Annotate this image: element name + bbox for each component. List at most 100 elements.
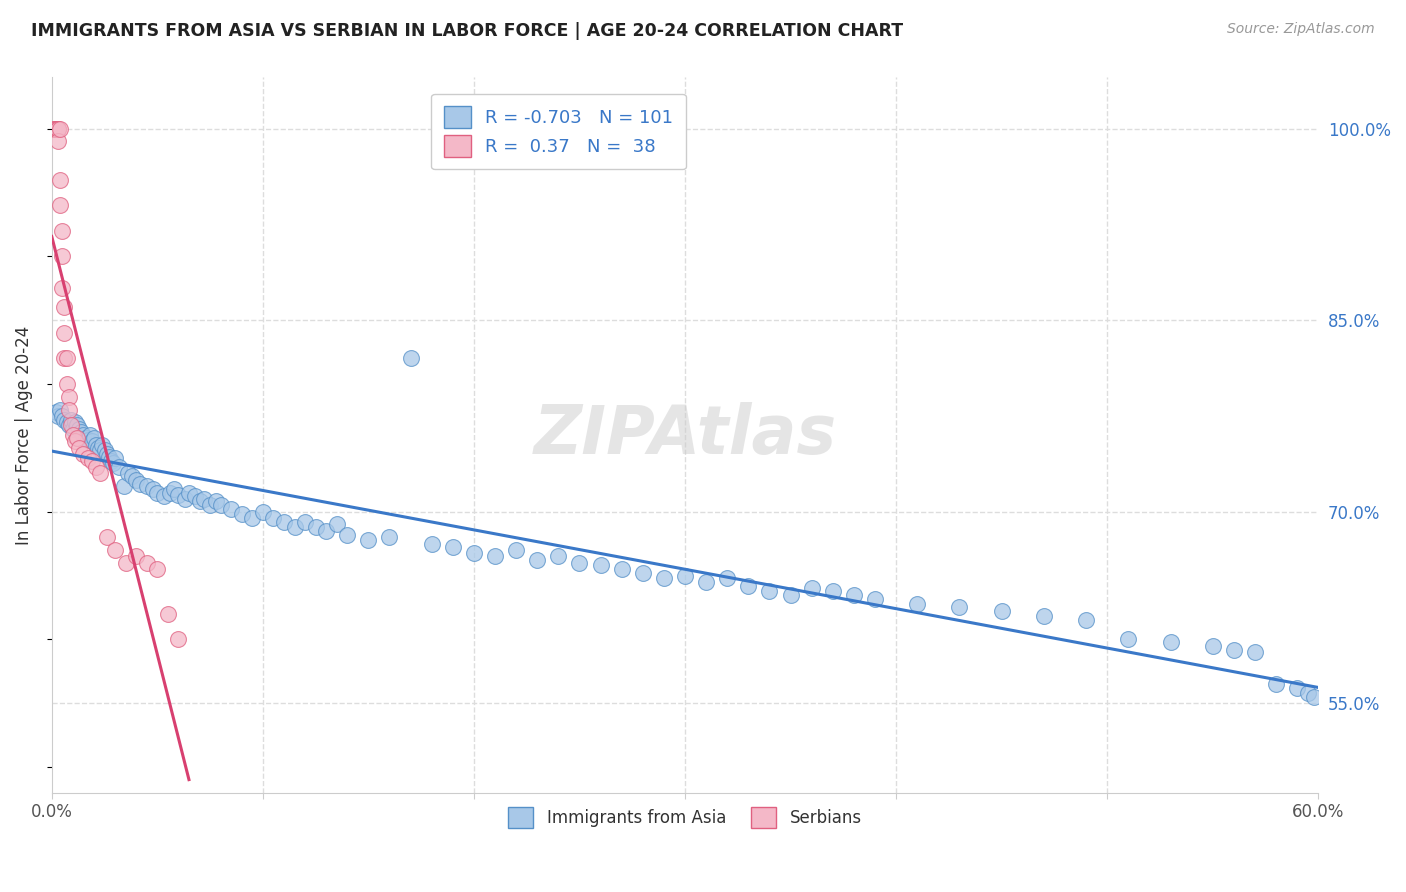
Point bbox=[58, 390, 80, 404]
Point bbox=[399, 351, 422, 366]
Point bbox=[53, 326, 76, 340]
Point bbox=[89, 443, 111, 458]
Point bbox=[53, 413, 76, 427]
Point bbox=[1116, 632, 1139, 647]
Point bbox=[357, 533, 380, 547]
Point bbox=[1303, 690, 1326, 704]
Point bbox=[108, 460, 131, 475]
Legend: Immigrants from Asia, Serbians: Immigrants from Asia, Serbians bbox=[502, 801, 869, 834]
Point bbox=[198, 498, 221, 512]
Point bbox=[420, 536, 443, 550]
Point bbox=[673, 568, 696, 582]
Point bbox=[505, 543, 527, 558]
Point bbox=[273, 515, 295, 529]
Point bbox=[80, 434, 103, 449]
Point bbox=[96, 447, 118, 461]
Point bbox=[80, 453, 103, 467]
Point bbox=[159, 485, 181, 500]
Point bbox=[737, 579, 759, 593]
Point bbox=[1074, 613, 1097, 627]
Point bbox=[142, 482, 165, 496]
Point bbox=[63, 415, 86, 429]
Point bbox=[49, 198, 72, 212]
Point bbox=[55, 415, 77, 429]
Point bbox=[167, 488, 190, 502]
Point bbox=[240, 511, 263, 525]
Point bbox=[167, 632, 190, 647]
Point bbox=[104, 450, 127, 465]
Point bbox=[45, 121, 67, 136]
Point bbox=[1223, 642, 1246, 657]
Point bbox=[79, 428, 101, 442]
Text: IMMIGRANTS FROM ASIA VS SERBIAN IN LABOR FORCE | AGE 20-24 CORRELATION CHART: IMMIGRANTS FROM ASIA VS SERBIAN IN LABOR… bbox=[31, 22, 903, 40]
Point bbox=[842, 588, 865, 602]
Point bbox=[125, 473, 148, 487]
Point bbox=[716, 571, 738, 585]
Point bbox=[66, 417, 89, 432]
Point bbox=[84, 438, 107, 452]
Point bbox=[84, 460, 107, 475]
Point bbox=[51, 249, 73, 263]
Point bbox=[547, 549, 569, 564]
Point bbox=[104, 543, 127, 558]
Point bbox=[193, 491, 215, 506]
Point bbox=[46, 134, 69, 148]
Point bbox=[1296, 686, 1319, 700]
Point bbox=[55, 376, 77, 391]
Point bbox=[121, 469, 143, 483]
Point bbox=[114, 556, 136, 570]
Text: Source: ZipAtlas.com: Source: ZipAtlas.com bbox=[1227, 22, 1375, 37]
Point bbox=[152, 489, 174, 503]
Point bbox=[163, 482, 186, 496]
Point bbox=[863, 591, 886, 606]
Point bbox=[70, 425, 93, 440]
Point bbox=[1032, 609, 1054, 624]
Point bbox=[66, 431, 89, 445]
Point bbox=[72, 447, 94, 461]
Point bbox=[695, 574, 717, 589]
Point bbox=[76, 450, 98, 465]
Point bbox=[49, 172, 72, 186]
Point bbox=[631, 566, 654, 580]
Point bbox=[59, 413, 82, 427]
Point bbox=[97, 450, 120, 464]
Point bbox=[283, 520, 305, 534]
Point bbox=[304, 520, 326, 534]
Point bbox=[46, 121, 69, 136]
Point bbox=[294, 515, 316, 529]
Point bbox=[336, 527, 359, 541]
Point bbox=[188, 494, 211, 508]
Point bbox=[177, 485, 200, 500]
Point bbox=[568, 556, 591, 570]
Point bbox=[58, 402, 80, 417]
Point bbox=[821, 583, 844, 598]
Point bbox=[779, 588, 801, 602]
Point bbox=[76, 433, 98, 447]
Point bbox=[63, 434, 86, 449]
Point bbox=[53, 351, 76, 366]
Point bbox=[125, 549, 148, 564]
Point bbox=[184, 489, 207, 503]
Point bbox=[1244, 645, 1267, 659]
Point bbox=[262, 511, 284, 525]
Point bbox=[173, 491, 195, 506]
Point bbox=[135, 479, 157, 493]
Point bbox=[484, 549, 506, 564]
Point bbox=[1286, 681, 1309, 695]
Point bbox=[49, 402, 72, 417]
Point bbox=[117, 467, 139, 481]
Point bbox=[51, 224, 73, 238]
Point bbox=[219, 502, 242, 516]
Point bbox=[129, 476, 152, 491]
Point bbox=[315, 524, 337, 538]
Point bbox=[156, 607, 179, 621]
Point bbox=[91, 438, 114, 452]
Point bbox=[42, 121, 65, 136]
Point bbox=[905, 597, 928, 611]
Point bbox=[87, 441, 110, 455]
Text: ZIPAtlas: ZIPAtlas bbox=[533, 402, 837, 468]
Point bbox=[51, 409, 73, 423]
Y-axis label: In Labor Force | Age 20-24: In Labor Force | Age 20-24 bbox=[15, 326, 32, 545]
Point bbox=[42, 121, 65, 136]
Point bbox=[45, 121, 67, 136]
